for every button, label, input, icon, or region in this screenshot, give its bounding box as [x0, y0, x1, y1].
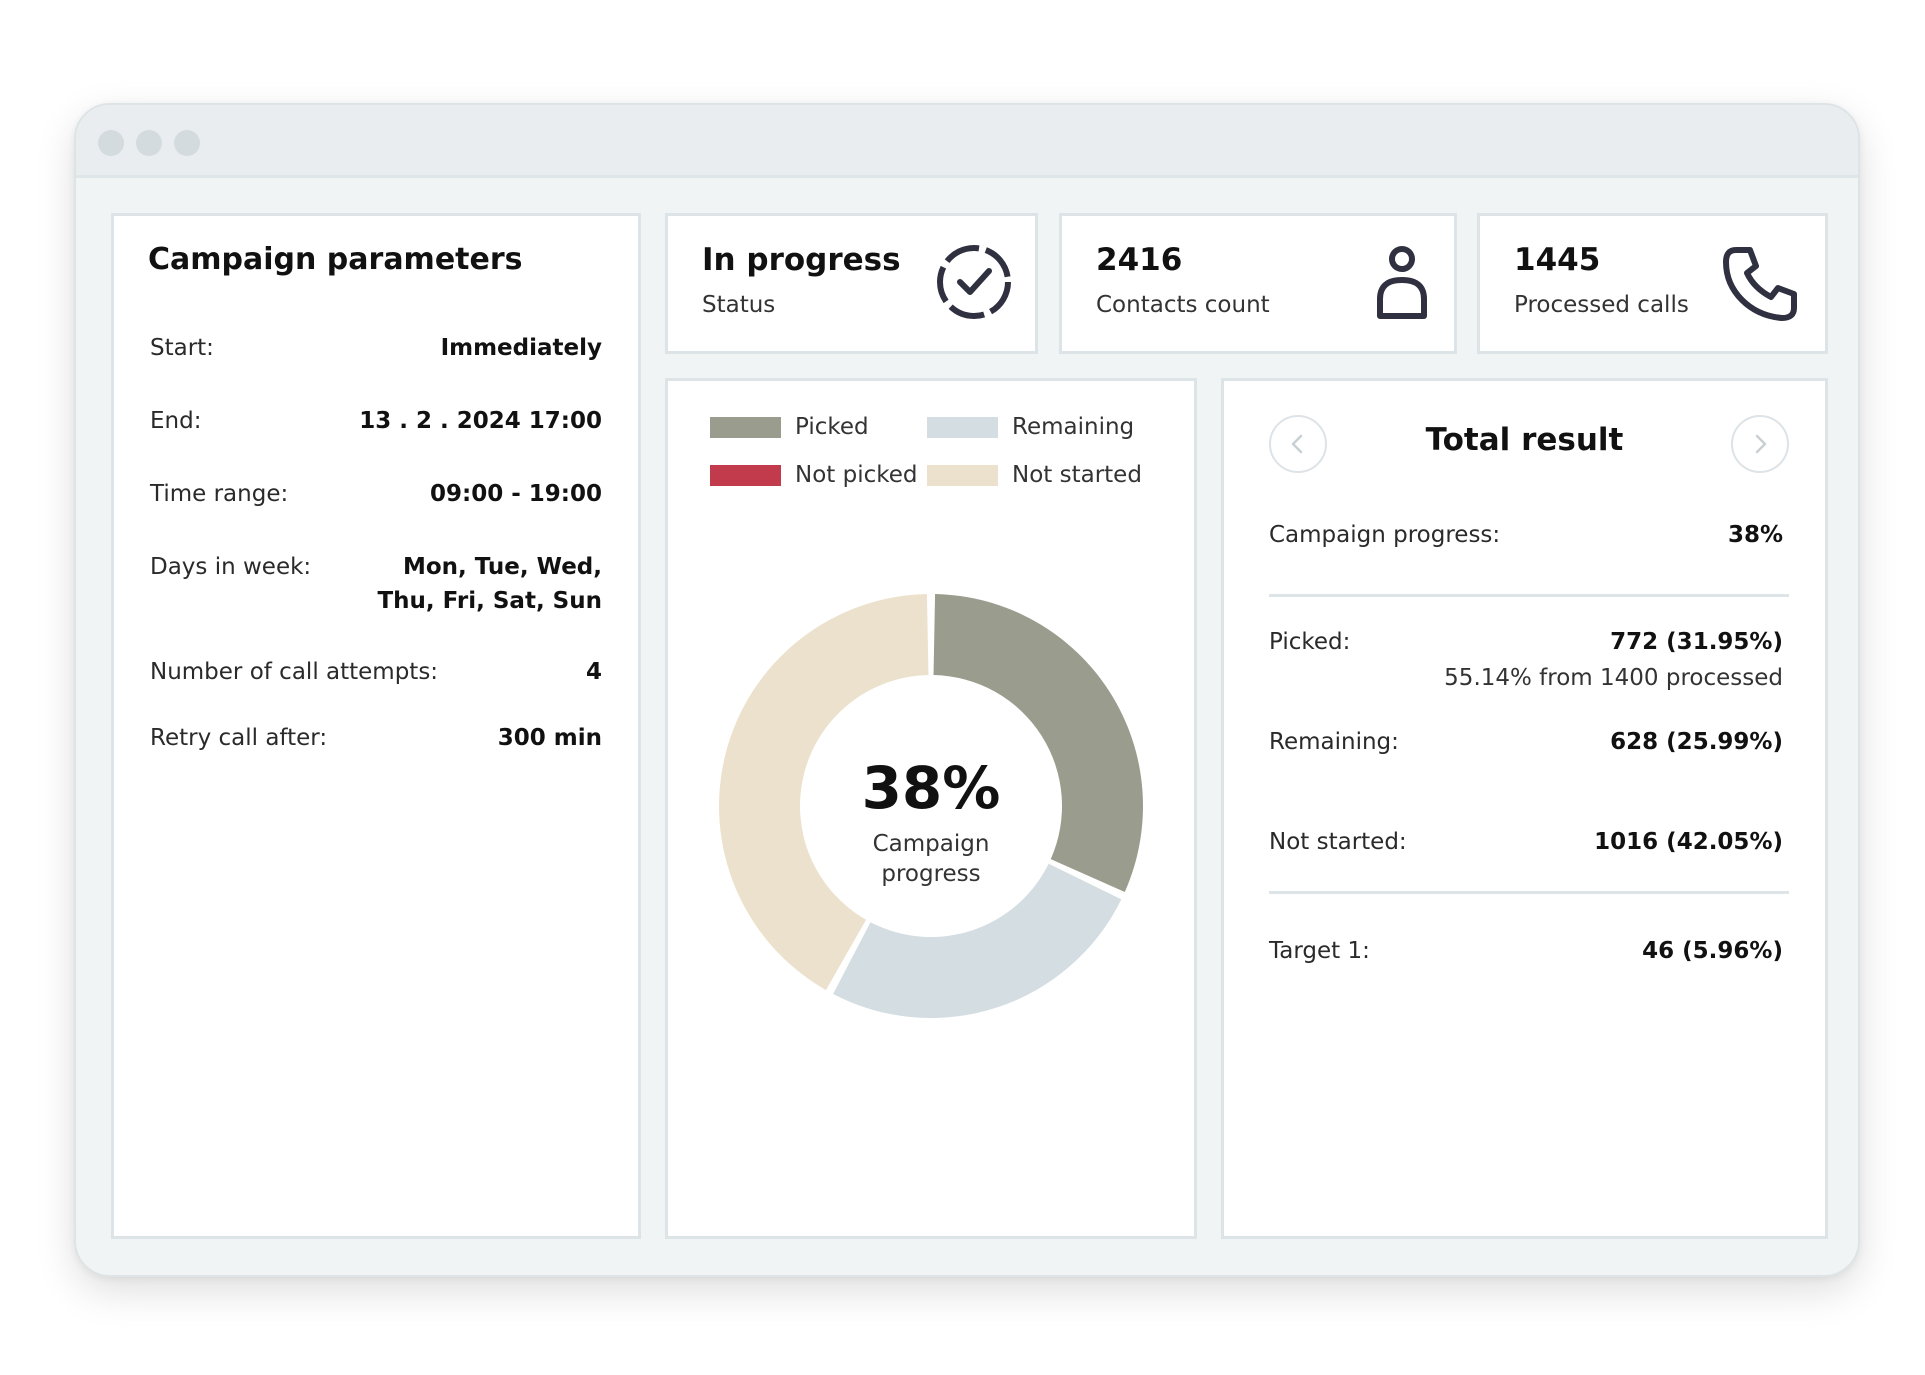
- param-value: 09:00 - 19:00: [430, 481, 602, 507]
- param-row-days-in-week: Days in week: Mon, Tue, Wed, Thu, Fri, S…: [150, 550, 602, 620]
- param-value: 13 . 2 . 2024 17:00: [359, 408, 602, 434]
- campaign-donut-chart: [719, 594, 1143, 1018]
- result-divider: [1269, 891, 1789, 894]
- phone-icon: [1720, 244, 1800, 328]
- donut-center-label: Campaign progress: [668, 829, 1194, 889]
- status-value: In progress: [702, 242, 901, 278]
- legend-swatch-remaining: [927, 417, 998, 438]
- result-divider: [1269, 594, 1789, 597]
- param-label: Retry call after:: [150, 725, 328, 751]
- app-window: Campaign parameters Start: Immediately E…: [74, 103, 1860, 1277]
- person-icon: [1372, 244, 1432, 326]
- processed-calls-card: 1445 Processed calls: [1477, 213, 1828, 354]
- chevron-left-icon: [1291, 434, 1303, 454]
- status-check-icon: [934, 242, 1014, 326]
- param-label: Time range:: [150, 481, 289, 507]
- picked-processed-note: 55.14% from 1400 processed: [1444, 665, 1783, 691]
- param-value: Immediately: [440, 335, 602, 361]
- total-result-title: Total result: [1425, 422, 1624, 458]
- donut-slice-remaining: [833, 863, 1122, 1018]
- window-minimize-dot[interactable]: [136, 130, 162, 156]
- legend-label: Not picked: [795, 462, 918, 488]
- param-label: End:: [150, 408, 202, 434]
- donut-center-label-line1: Campaign: [872, 831, 990, 857]
- result-label: Campaign progress:: [1269, 522, 1501, 548]
- total-result-panel: Total result Campaign progress: 38% Pick…: [1221, 378, 1828, 1239]
- param-label: Start:: [150, 335, 214, 361]
- legend-label: Not started: [1012, 462, 1142, 488]
- param-label: Days in week:: [150, 554, 312, 580]
- result-value: 1016 (42.05%): [1594, 829, 1783, 855]
- status-label: Status: [702, 292, 776, 318]
- result-value: 628 (25.99%): [1610, 729, 1783, 755]
- result-value: 772 (31.95%): [1610, 629, 1783, 655]
- contacts-count-card: 2416 Contacts count: [1059, 213, 1457, 354]
- result-label: Target 1:: [1269, 938, 1370, 964]
- campaign-parameters-panel: Campaign parameters Start: Immediately E…: [111, 213, 641, 1239]
- param-value: 300 min: [497, 725, 602, 751]
- chevron-right-icon: [1755, 434, 1767, 454]
- result-label: Remaining:: [1269, 729, 1399, 755]
- result-value: 46 (5.96%): [1642, 938, 1783, 964]
- param-value: Mon, Tue, Wed,: [402, 554, 602, 580]
- legend-swatch-not-picked: [710, 465, 781, 486]
- legend-swatch-not-started: [927, 465, 998, 486]
- previous-result-button[interactable]: [1269, 415, 1327, 473]
- legend-label: Picked: [795, 414, 869, 440]
- status-card: In progress Status: [665, 213, 1038, 354]
- result-label: Picked:: [1269, 629, 1351, 655]
- result-label: Not started:: [1269, 829, 1407, 855]
- window-close-dot[interactable]: [98, 130, 124, 156]
- param-label: Number of call attempts:: [150, 659, 439, 685]
- next-result-button[interactable]: [1731, 415, 1789, 473]
- donut-slice-picked: [933, 594, 1143, 892]
- legend-label: Remaining: [1012, 414, 1135, 440]
- donut-center-value: 38%: [861, 754, 1001, 822]
- legend-swatch-picked: [710, 417, 781, 438]
- donut-center-label-line2: progress: [881, 861, 981, 887]
- processed-calls-value: 1445: [1514, 242, 1601, 278]
- window-titlebar: [76, 105, 1858, 178]
- campaign-parameters-title: Campaign parameters: [148, 242, 523, 277]
- processed-calls-label: Processed calls: [1514, 292, 1689, 318]
- donut-slice-not-started: [719, 594, 929, 991]
- param-value-line2: Thu, Fri, Sat, Sun: [377, 588, 602, 614]
- window-maximize-dot[interactable]: [174, 130, 200, 156]
- campaign-chart-panel: Picked Remaining Not picked Not started …: [665, 378, 1197, 1239]
- contacts-count-label: Contacts count: [1096, 292, 1270, 318]
- result-value: 38%: [1727, 522, 1783, 548]
- param-value: 4: [585, 659, 602, 685]
- contacts-count-value: 2416: [1096, 242, 1183, 278]
